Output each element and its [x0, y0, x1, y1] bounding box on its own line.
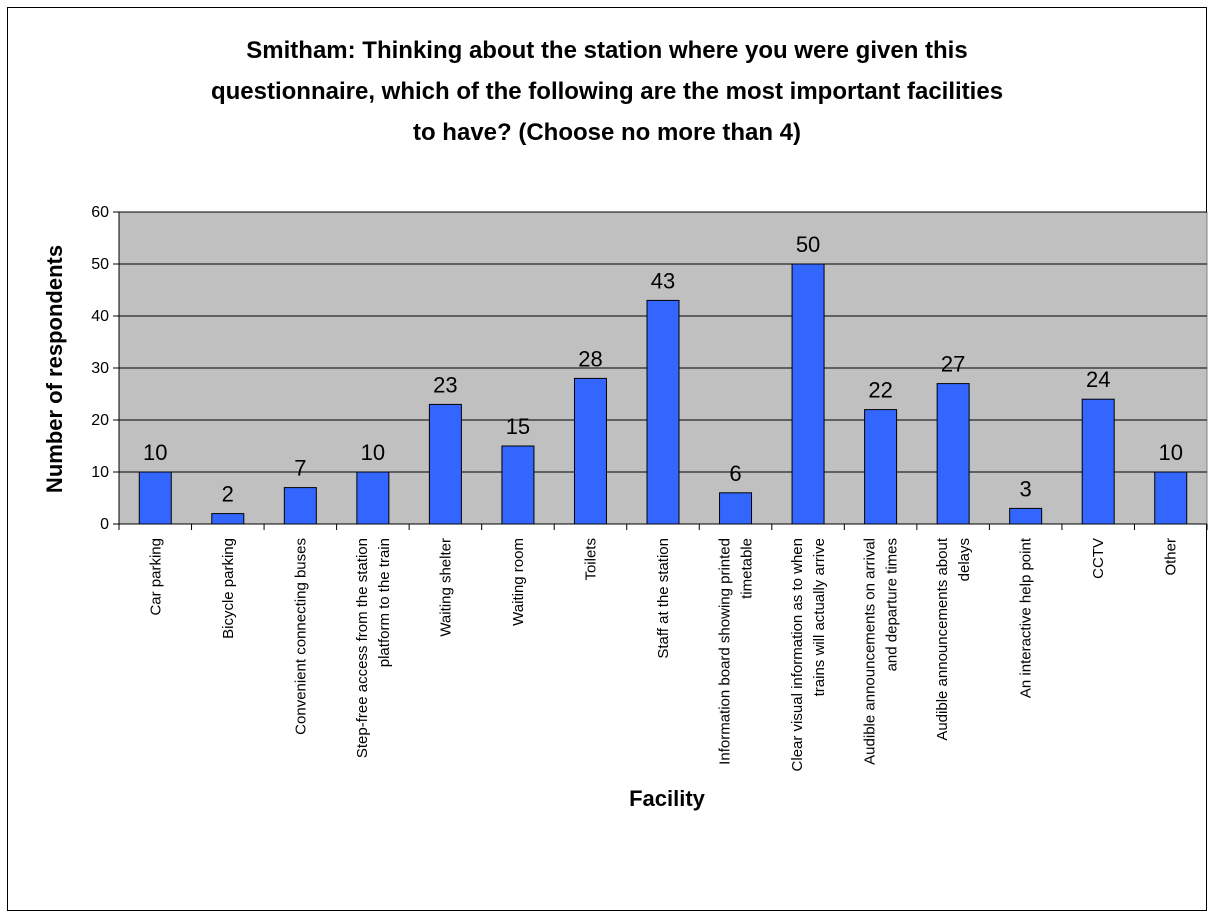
y-tick-label: 60 — [91, 204, 109, 221]
category-label: An interactive help point — [1018, 537, 1035, 698]
category-label: Clear visual information as to when — [789, 538, 806, 771]
x-axis-title: Facility — [629, 786, 706, 811]
category-label: Audible announcements about — [934, 537, 951, 740]
y-tick-label: 0 — [100, 516, 109, 533]
category-label: Waiting room — [510, 538, 527, 626]
data-label: 50 — [796, 232, 820, 257]
category-label: and departure times — [884, 538, 901, 671]
category-labels: Car parking Bicycle parking Convenient con… — [147, 537, 1179, 771]
category-label: Waiting shelter — [437, 538, 454, 637]
bar — [1081, 398, 1115, 525]
bar — [138, 471, 172, 525]
bar — [356, 471, 390, 525]
data-label: 43 — [651, 268, 675, 293]
category-label: platform to the train — [376, 538, 393, 667]
data-label: 10 — [361, 440, 385, 465]
category-label: Toilets — [582, 538, 599, 581]
category-label: timetable — [739, 538, 756, 599]
category-label: Other — [1163, 538, 1180, 576]
data-label: 3 — [1020, 476, 1032, 501]
bar — [936, 383, 970, 525]
data-label: 2 — [222, 482, 234, 507]
data-label: 10 — [1158, 440, 1182, 465]
data-label: 7 — [294, 456, 306, 481]
chart-title: Smitham: Thinking about the station wher… — [211, 37, 1003, 146]
chart-title-line-1: Smitham: Thinking about the station wher… — [246, 37, 967, 64]
y-tick-label: 50 — [91, 256, 109, 273]
bar — [1009, 507, 1043, 525]
data-label: 15 — [506, 414, 530, 439]
category-label: Convenient connecting buses — [292, 538, 309, 735]
category-label: Audible announcements on arrival — [862, 538, 879, 765]
data-label: 24 — [1086, 367, 1110, 392]
category-label: trains will actually arrive — [811, 538, 828, 696]
category-label: Staff at the station — [655, 538, 672, 659]
bar — [573, 377, 607, 525]
category-label: Car parking — [147, 538, 164, 616]
category-label: delays — [956, 538, 973, 581]
bar — [283, 487, 317, 525]
data-label: 22 — [868, 378, 892, 403]
y-tick-label: 20 — [91, 412, 109, 429]
bar — [719, 492, 753, 525]
chart-title-line-2: questionnaire, which of the following ar… — [211, 78, 1003, 105]
bar — [791, 263, 825, 525]
y-tick-label: 40 — [91, 308, 109, 325]
bar — [1154, 471, 1188, 525]
data-label: 28 — [578, 346, 602, 371]
bar — [501, 445, 535, 525]
data-label: 6 — [729, 461, 741, 486]
y-tick-label: 30 — [91, 360, 109, 377]
bar — [864, 409, 898, 525]
category-label: Information board showing printed — [717, 538, 734, 765]
data-label: 27 — [941, 352, 965, 377]
category-label: CCTV — [1090, 538, 1107, 579]
chart-title-line-3: to have? (Choose no more than 4) — [413, 119, 801, 146]
bar — [428, 403, 462, 525]
bar — [646, 299, 680, 525]
category-label: Step-free access from the station — [354, 538, 371, 758]
data-label: 10 — [143, 440, 167, 465]
bars — [138, 263, 1188, 525]
data-label: 23 — [433, 372, 457, 397]
bar — [211, 513, 245, 525]
y-tick-label: 10 — [91, 464, 109, 481]
y-axis-title: Number of respondents — [42, 245, 67, 493]
category-label: Bicycle parking — [220, 538, 237, 639]
